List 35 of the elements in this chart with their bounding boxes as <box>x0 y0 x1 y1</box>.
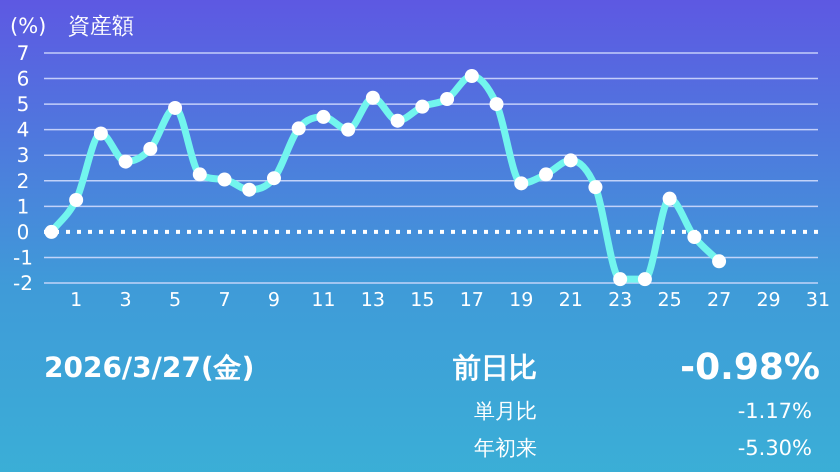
text: 2026/3/27(金) <box>44 351 254 384</box>
y-tick-label: 4 <box>16 118 30 142</box>
x-tick-label: 7 <box>218 289 231 311</box>
y-tick-label: -1 <box>13 245 33 270</box>
text: -1.17% <box>738 399 812 423</box>
y-axis-title: (%) <box>10 14 46 38</box>
y-tick-label: -2 <box>13 271 33 295</box>
y-tick-label: 0 <box>16 220 30 244</box>
x-tick-label: 31 <box>806 289 830 311</box>
x-tick-label: 29 <box>756 289 781 311</box>
x-tick-label: 1 <box>70 289 82 311</box>
text: -5.30% <box>738 436 812 460</box>
y-tick-label: 3 <box>16 143 30 168</box>
text: 年初来 <box>474 436 537 460</box>
chart-title: 資産額 <box>68 14 134 39</box>
y-tick-label: 2 <box>16 168 30 193</box>
x-tick-label: 17 <box>460 289 484 311</box>
x-tick-label: 21 <box>558 289 583 311</box>
y-tick-label: 5 <box>16 92 30 116</box>
x-tick-label: 15 <box>410 289 434 311</box>
x-tick-label: 5 <box>169 289 182 311</box>
x-tick-label: 11 <box>311 289 336 311</box>
y-tick-label: 6 <box>16 66 30 91</box>
x-tick-label: 19 <box>509 289 534 311</box>
x-tick-label: 23 <box>608 289 632 311</box>
x-tick-label: 3 <box>120 289 132 311</box>
y-tick-label: 1 <box>16 194 30 218</box>
x-tick-label: 27 <box>706 289 732 311</box>
text: 前日比 <box>452 351 537 384</box>
x-tick-label: 25 <box>658 289 682 311</box>
x-tick-label: 9 <box>268 289 280 311</box>
text: 単月比 <box>474 399 537 423</box>
x-tick-label: 13 <box>360 289 385 311</box>
y-tick-label: 7 <box>16 41 30 65</box>
text: -0.98% <box>680 347 820 388</box>
